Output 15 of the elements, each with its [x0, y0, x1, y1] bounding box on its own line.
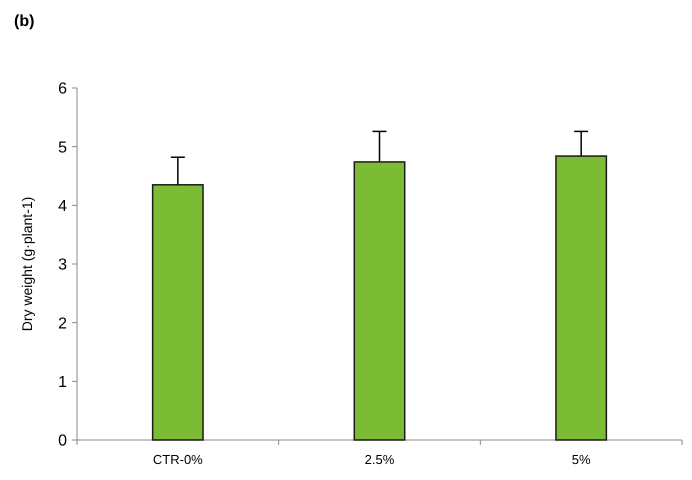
x-tick-label: CTR-0% [152, 452, 204, 467]
y-tick-label: 2 [58, 315, 68, 332]
x-tick-label: 2.5% [364, 452, 395, 467]
y-tick-label: 0 [58, 432, 68, 450]
y-tick-label: 6 [58, 80, 68, 98]
y-tick-label: 1 [58, 374, 68, 391]
y-tick-label: 3 [58, 256, 68, 274]
y-axis-title: Dry weight (g·plant-1) [19, 196, 35, 332]
bar [152, 184, 204, 441]
bar [354, 161, 406, 441]
chart-title: (b) [14, 13, 34, 30]
x-tick-label: 5% [572, 452, 591, 467]
y-tick-label: 4 [58, 198, 68, 215]
bar [555, 155, 608, 441]
y-tick-label: 5 [58, 139, 68, 156]
